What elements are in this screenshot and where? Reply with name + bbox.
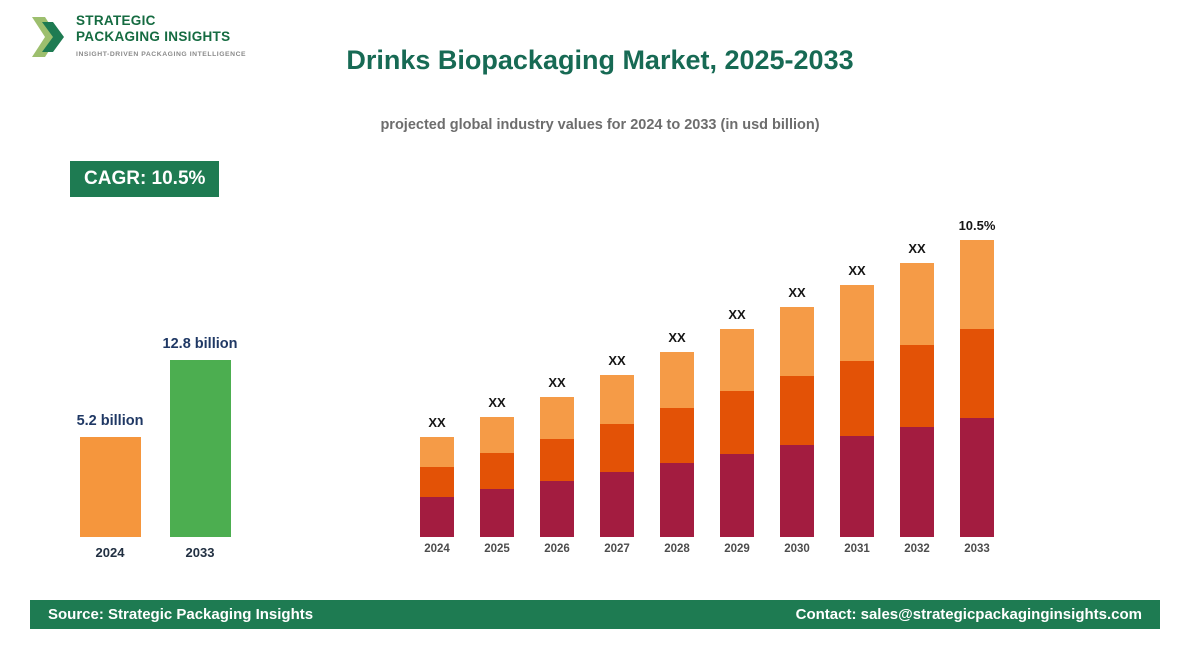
stacked-bar-column: XX — [827, 197, 887, 537]
stacked-bar-2031 — [840, 285, 874, 537]
cagr-badge: CAGR: 10.5% — [70, 161, 220, 197]
bar-value-label: XX — [848, 263, 866, 278]
x-tick-label: 2027 — [604, 543, 630, 555]
stacked-bar-2032 — [900, 263, 934, 537]
stacked-bar-column: XX — [767, 197, 827, 537]
middle-segment — [660, 407, 694, 463]
stacked-bar-2027 — [600, 375, 634, 537]
x-tick-label: 2025 — [484, 543, 510, 555]
top-segment — [660, 352, 694, 408]
middle-segment — [960, 329, 994, 419]
top-segment — [420, 437, 454, 467]
footer-source: Source: Strategic Packaging Insights — [48, 606, 314, 623]
x-tick-label: 2033 — [185, 545, 215, 560]
middle-segment — [540, 439, 574, 481]
bar-value-label: XX — [908, 241, 926, 256]
bar-value-label: XX — [788, 285, 806, 300]
x-tick-label: 2030 — [784, 543, 810, 555]
bottom-segment — [600, 472, 634, 537]
brand-name-line2: PACKAGING INSIGHTS — [76, 28, 231, 44]
x-tick-label: 2028 — [664, 543, 690, 555]
bottom-segment — [960, 418, 994, 537]
projection-plot: XX XX XX XX XX XX XX XX XX 10.5% — [407, 197, 1007, 537]
projection-chart: XX XX XX XX XX XX XX XX XX 10.5% 2024 2025 2026 2027… — [407, 197, 1007, 555]
bottom-segment — [480, 489, 514, 537]
x-tick-label: 2031 — [844, 543, 870, 555]
middle-segment — [720, 391, 754, 454]
brand-text: STRATEGIC PACKAGING INSIGHTS INSIGHT-DRI… — [76, 13, 246, 58]
stacked-bar-column: XX — [587, 197, 647, 537]
stacked-bar-column: XX — [527, 197, 587, 537]
bottom-segment — [420, 497, 454, 537]
stacked-bar-2026 — [540, 397, 574, 537]
middle-segment — [480, 453, 514, 489]
x-tick-label: 2033 — [964, 543, 990, 555]
bar-2024 — [79, 437, 141, 537]
stacked-bar-column: XX — [407, 197, 467, 537]
middle-segment — [600, 423, 634, 473]
growth-summary-plot: 5.2 billion 12.8 billion — [65, 330, 245, 537]
bar-value-label: XX — [608, 353, 626, 368]
brand-name-line1: STRATEGIC — [76, 13, 156, 28]
x-tick-label: 2024 — [95, 545, 125, 560]
bar-2033 — [169, 360, 231, 537]
stacked-bar-2024 — [420, 437, 454, 537]
top-segment — [780, 307, 814, 376]
top-segment — [900, 263, 934, 346]
top-segment — [840, 285, 874, 361]
stacked-bar-2030 — [780, 307, 814, 537]
top-segment — [720, 329, 754, 392]
stacked-bar-column: XX — [887, 197, 947, 537]
top-segment — [540, 397, 574, 439]
top-segment — [600, 375, 634, 424]
page-subtitle: projected global industry values for 202… — [380, 117, 820, 133]
stacked-bar-2028 — [660, 352, 694, 537]
middle-segment — [900, 345, 934, 428]
bottom-segment — [780, 445, 814, 537]
x-tick-label: 2032 — [904, 543, 930, 555]
mini-bar-column: 12.8 billion — [155, 330, 245, 537]
bar-value-label: XX — [548, 375, 566, 390]
bar-value-label: 10.5% — [958, 218, 996, 233]
stacked-bar-2025 — [480, 417, 514, 537]
x-tick-label: 2026 — [544, 543, 570, 555]
page-title: Drinks Biopackaging Market, 2025-2033 — [346, 45, 854, 75]
top-segment — [960, 240, 994, 330]
brand-logo: STRATEGIC PACKAGING INSIGHTS INSIGHT-DRI… — [30, 13, 246, 66]
bar-value-label: 5.2 billion — [76, 413, 144, 429]
mini-bar-column: 5.2 billion — [65, 330, 155, 537]
x-tick-label: 2024 — [424, 543, 450, 555]
bar-value-label: 12.8 billion — [162, 336, 238, 352]
stacked-bar-2029 — [720, 329, 754, 537]
brand-chevron-icon — [30, 13, 68, 66]
footer-bar: Source: Strategic Packaging Insights Con… — [30, 600, 1160, 629]
top-segment — [480, 417, 514, 453]
bar-value-label: XX — [428, 415, 446, 430]
bar-value-label: XX — [488, 395, 506, 410]
footer-contact: Contact: sales@strategicpackaginginsight… — [795, 606, 1142, 623]
bottom-segment — [720, 453, 754, 537]
stacked-bar-column: XX — [647, 197, 707, 537]
bar-value-label: XX — [728, 307, 746, 322]
middle-segment — [420, 467, 454, 497]
brand-tagline: INSIGHT-DRIVEN PACKAGING INTELLIGENCE — [76, 50, 247, 58]
bottom-segment — [840, 436, 874, 537]
projection-xlabels: 2024 2025 2026 2027 2028 2029 2030 2031 2032 2033 — [407, 543, 1007, 555]
stacked-bar-column: 10.5% — [947, 197, 1007, 537]
bottom-segment — [540, 481, 574, 537]
bottom-segment — [660, 463, 694, 537]
middle-segment — [840, 360, 874, 437]
stacked-bar-2033 — [960, 240, 994, 537]
growth-summary-chart: 5.2 billion 12.8 billion 2024 2033 — [65, 330, 245, 560]
bar-value-label: XX — [668, 330, 686, 345]
middle-segment — [780, 376, 814, 445]
stacked-bar-column: XX — [467, 197, 527, 537]
bottom-segment — [900, 427, 934, 537]
stacked-bar-column: XX — [707, 197, 767, 537]
growth-summary-xlabels: 2024 2033 — [65, 545, 245, 560]
x-tick-label: 2029 — [724, 543, 750, 555]
